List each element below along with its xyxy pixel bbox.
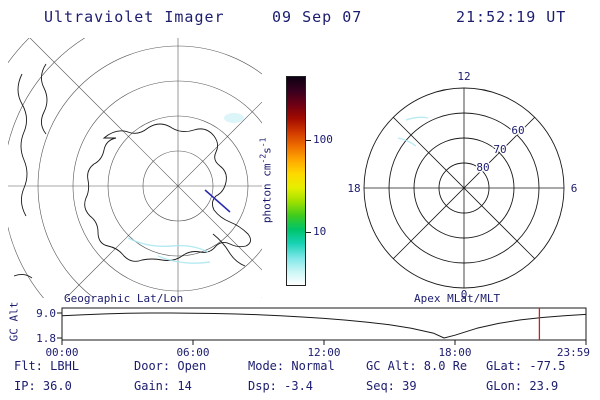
xtick-1200: 12:00 bbox=[307, 346, 340, 359]
unit-sup-1: -2 bbox=[258, 153, 268, 164]
geo-panel-title: Geographic Lat/Lon bbox=[64, 292, 184, 305]
status-gc-alt: GC Alt: 8.0 Re bbox=[366, 359, 468, 373]
mlt-label-0: 0 bbox=[461, 288, 468, 300]
mlt-spokes bbox=[364, 88, 564, 288]
apex-polar-panel: 12 0 18 6 60 70 80 bbox=[347, 70, 578, 300]
status-seq: Seq: 39 bbox=[366, 379, 417, 393]
apex-panel-title: Apex MLat/MLT bbox=[414, 292, 501, 305]
status-mode: Mode: Normal bbox=[248, 359, 335, 373]
timeline-ticks bbox=[57, 312, 587, 345]
spacecraft-track bbox=[204, 189, 231, 213]
mlt-label-12: 12 bbox=[457, 70, 470, 83]
ytick-9: 9.0 bbox=[36, 307, 56, 320]
status-gain: Gain: 14 bbox=[134, 379, 192, 393]
latlon-grid bbox=[8, 38, 262, 298]
mlat-label-70: 70 bbox=[493, 143, 506, 156]
unit-base-1: photon cm bbox=[260, 163, 274, 224]
unit-sup-2: -1 bbox=[258, 137, 268, 148]
unit-base-2: s bbox=[260, 147, 274, 154]
ytick-1-8: 1.8 bbox=[36, 332, 56, 345]
status-glat: GLat: -77.5 bbox=[486, 359, 566, 373]
colorbar-gradient bbox=[287, 77, 305, 285]
status-glon: GLon: 23.9 bbox=[486, 379, 559, 393]
status-flt: Flt: LBHL bbox=[14, 359, 80, 373]
xtick-2359: 23:59 bbox=[557, 346, 590, 359]
colorbar-tick-mark-100 bbox=[306, 140, 311, 141]
xtick-0600: 06:00 bbox=[176, 346, 209, 359]
colorbar-tick-100: 100 bbox=[313, 133, 333, 146]
status-dsp: Dsp: -3.4 bbox=[248, 379, 314, 393]
status-door: Door: Open bbox=[134, 359, 207, 373]
antarctica-coastline bbox=[13, 63, 251, 279]
colorbar-unit-label: photon cm-2s-1 bbox=[259, 70, 274, 290]
gc-alt-timeline: 9.0 1.8 00:00 06:00 12:00 18:00 23:59 bbox=[36, 307, 590, 359]
mlat-label-60: 60 bbox=[511, 124, 524, 137]
xtick-1800: 18:00 bbox=[438, 346, 471, 359]
apex-emission-patches bbox=[397, 116, 429, 147]
date-display: 09 Sep 07 bbox=[272, 8, 363, 26]
app-title: Ultraviolet Imager bbox=[44, 8, 225, 26]
uv-emission-patches bbox=[127, 113, 244, 264]
gc-alt-curve bbox=[61, 312, 587, 339]
xtick-0000: 00:00 bbox=[45, 346, 78, 359]
status-ip: IP: 36.0 bbox=[14, 379, 72, 393]
time-display: 21:52:19 UT bbox=[456, 8, 567, 26]
mlat-label-80: 80 bbox=[476, 161, 489, 174]
colorbar-tick-mark-10 bbox=[306, 232, 311, 233]
colorbar-tick-10: 10 bbox=[313, 225, 327, 238]
mlt-label-18: 18 bbox=[347, 182, 360, 195]
mlt-label-6: 6 bbox=[571, 182, 578, 195]
colorbar bbox=[286, 76, 306, 286]
geographic-map-panel bbox=[8, 38, 262, 298]
